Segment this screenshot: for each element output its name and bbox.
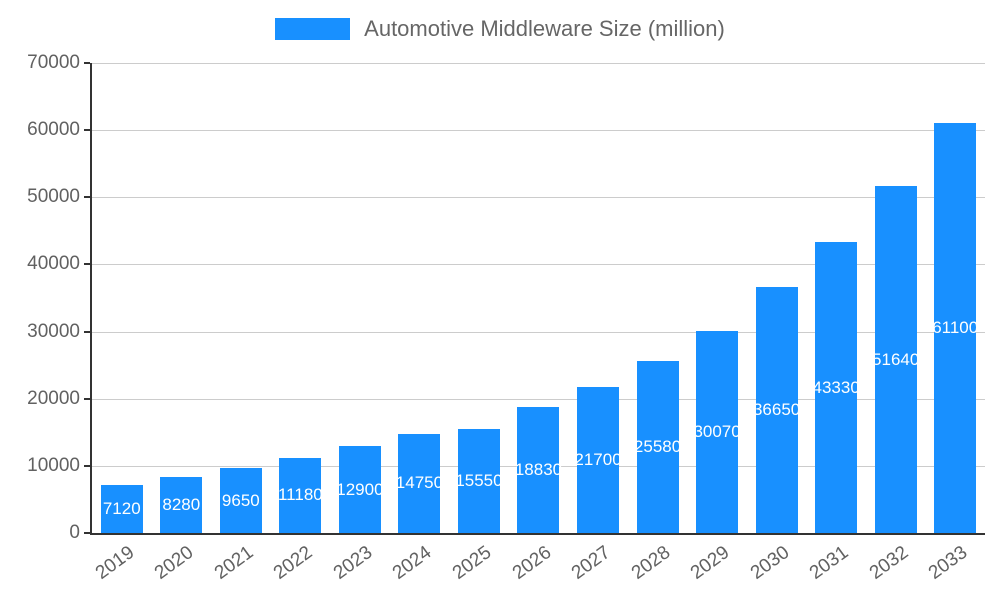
bar-slot: 11180 [271, 457, 331, 533]
bar-2028: 25580 [633, 361, 682, 533]
bar-slot: 25580 [628, 361, 688, 533]
bar-value-label: 36650 [752, 399, 801, 419]
y-axis-tick [84, 330, 90, 333]
bar-slot: 18830 [509, 406, 569, 533]
gridline [92, 197, 985, 199]
bar-2031: 43330 [812, 242, 860, 533]
bar-slot: 7120 [92, 485, 152, 533]
bar-2023: 12900 [336, 446, 384, 533]
bar-value-label: 14750 [395, 473, 444, 493]
chart-title: Automotive Middleware Size (million) [364, 16, 725, 41]
y-axis-tick [84, 263, 90, 266]
bar-value-label: 15550 [455, 470, 503, 490]
legend-swatch [275, 18, 351, 40]
bar-2027: 21700 [574, 387, 622, 533]
bar-2029: 30070 [693, 331, 741, 533]
bar-2022: 11180 [277, 457, 323, 533]
bar-slot: 36650 [747, 286, 807, 533]
bar-value-label: 12900 [336, 479, 384, 499]
plot-area: 7120 8280 9650 11180 12900 14750 15550 18830 217… [90, 63, 985, 535]
y-axis-tick [84, 129, 90, 132]
bars-container: 7120 8280 9650 11180 12900 14750 15550 18830 217… [92, 63, 985, 533]
y-axis-tick-label: 30000 [27, 320, 80, 342]
bar-slot: 15550 [449, 428, 509, 533]
bar-2020: 8280 [160, 477, 203, 533]
y-axis-tick [84, 397, 90, 400]
bar-slot: 30070 [687, 331, 747, 533]
bar-slot: 21700 [568, 387, 628, 533]
bar-value-label: 25580 [633, 437, 682, 457]
bar-2032: 51640 [872, 186, 920, 533]
y-axis-tick-label: 40000 [27, 253, 80, 275]
y-axis-tick-label: 0 [69, 522, 80, 543]
bar-slot: 51640 [866, 186, 926, 533]
y-axis-tick-label: 50000 [27, 186, 80, 208]
y-axis-tick-label: 70000 [27, 52, 80, 73]
y-axis-tick-label: 20000 [27, 387, 80, 409]
bar-2026: 18830 [514, 406, 563, 533]
bar-slot: 12900 [330, 446, 390, 533]
y-axis-tick [84, 464, 90, 467]
gridline [92, 130, 985, 132]
gridline [92, 264, 985, 266]
bar-2021: 9650 [219, 468, 262, 533]
bar-value-label: 30070 [693, 422, 741, 442]
bar-value-label: 18830 [514, 459, 563, 479]
bar-value-label: 7120 [102, 499, 141, 519]
bar-value-label: 51640 [872, 349, 920, 369]
gridline [92, 63, 985, 64]
bar-value-label: 8280 [162, 495, 201, 515]
gridline [92, 331, 985, 333]
bar-value-label: 11180 [277, 485, 323, 505]
bar-2033: 61100 [932, 122, 979, 533]
y-axis-tick-label: 60000 [27, 119, 80, 141]
bar-value-label: 61100 [932, 317, 979, 337]
y-axis-tick-label: 10000 [27, 454, 80, 476]
chart-legend: Automotive Middleware Size (million) [0, 16, 1000, 42]
bar-2024: 14750 [395, 433, 444, 533]
bar-slot: 9650 [211, 468, 271, 533]
bar-value-label: 21700 [574, 450, 622, 470]
bar-value-label: 43330 [812, 377, 860, 397]
bar-2030: 36650 [752, 286, 801, 533]
y-axis-tick [84, 532, 90, 534]
bar-2025: 15550 [455, 428, 503, 533]
bar-2019: 7120 [100, 485, 143, 533]
y-axis-tick [84, 196, 90, 199]
bar-value-label: 9650 [221, 490, 260, 510]
gridline [92, 398, 985, 400]
bar-slot: 43330 [806, 242, 866, 533]
bar-slot: 8280 [152, 477, 212, 533]
y-axis-tick [84, 62, 90, 64]
bar-slot: 61100 [925, 122, 985, 533]
bar-slot: 14750 [390, 433, 450, 533]
